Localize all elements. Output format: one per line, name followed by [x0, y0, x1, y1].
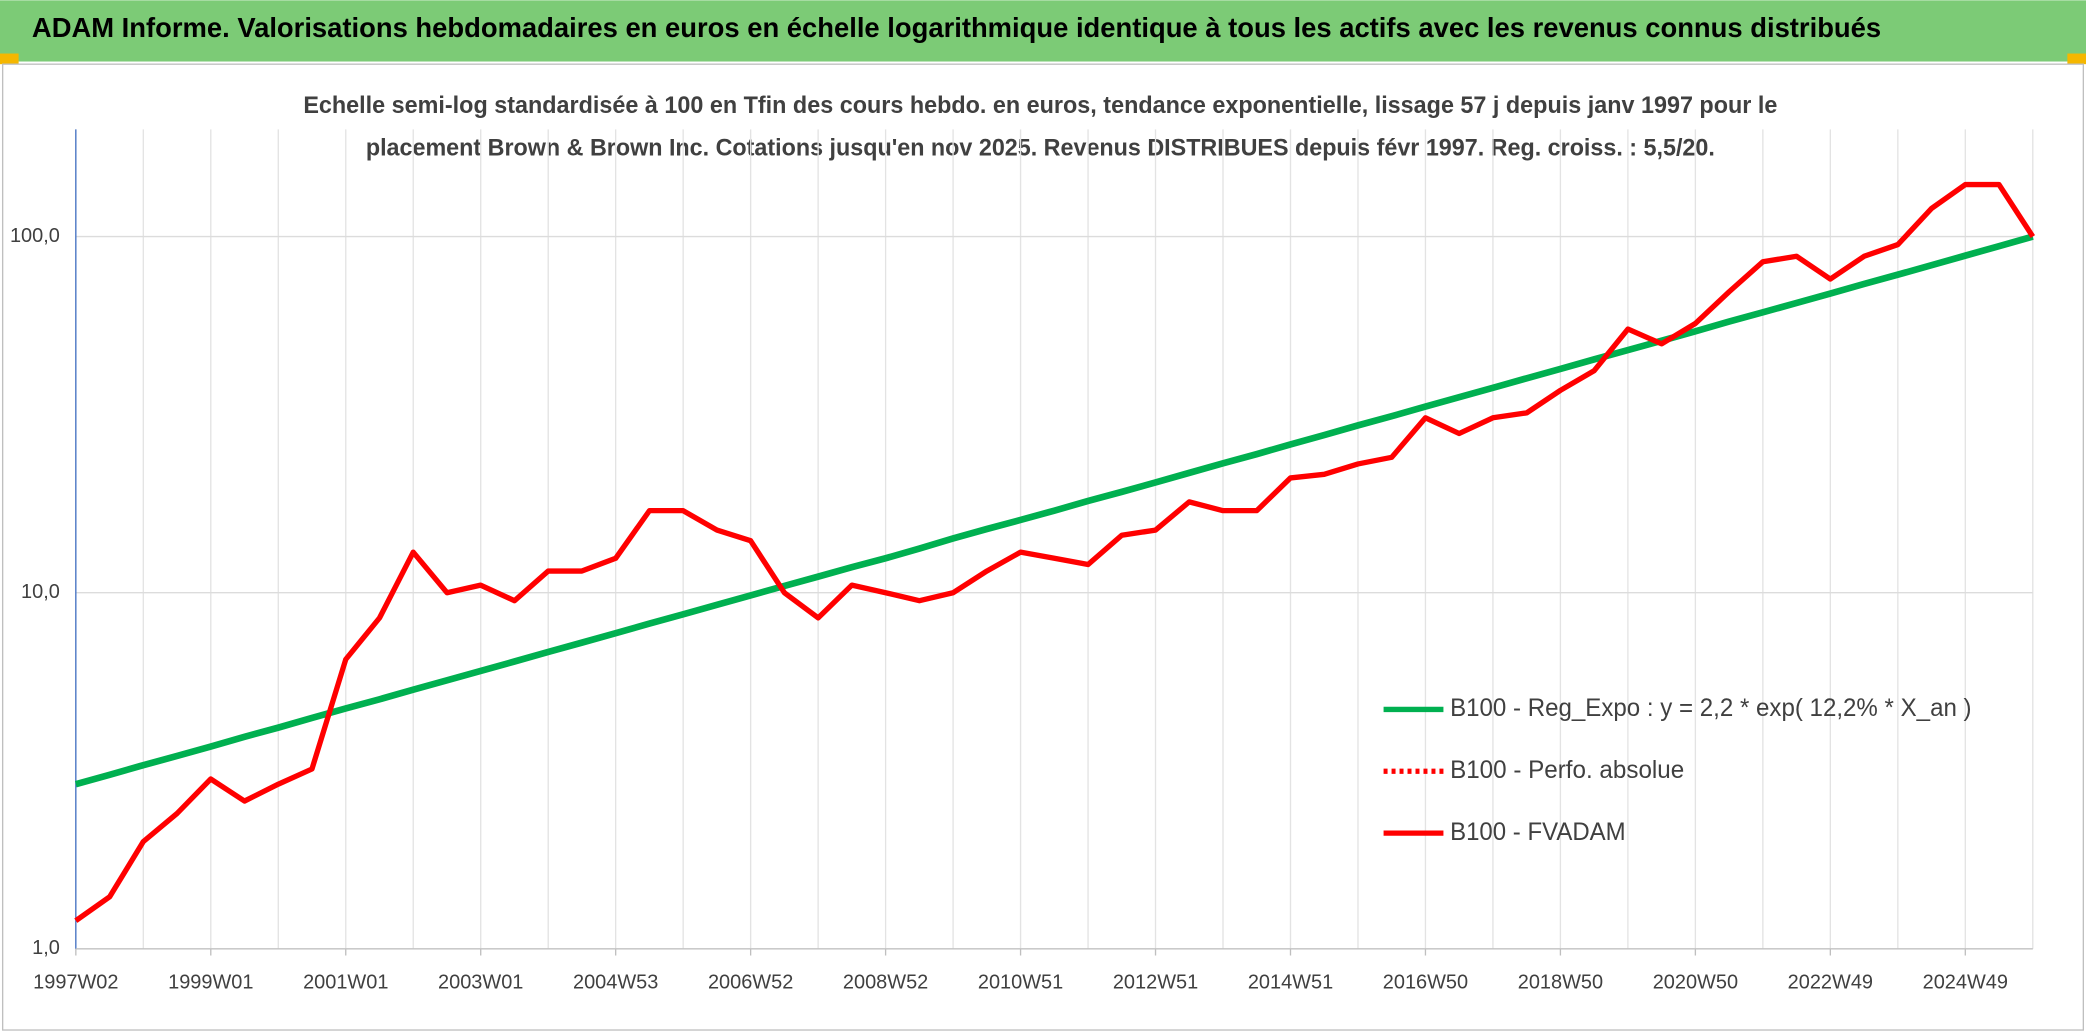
x-tick-label: 2016W50: [1383, 972, 1468, 994]
x-tick-label: 2010W51: [978, 972, 1063, 994]
x-tick-label: 2014W51: [1248, 972, 1333, 994]
chart-frame: [1, 63, 2085, 1031]
x-tick-label: 2024W49: [1923, 972, 2008, 994]
y-tick-label: 10,0: [21, 581, 60, 603]
corner: [2067, 53, 2086, 65]
x-tick-label: 2003W01: [438, 972, 523, 994]
chart-subtitle: placement Brown & Brown Inc. Cotations j…: [366, 135, 1715, 162]
x-tick-label: 2012W51: [1113, 972, 1198, 994]
corner: [0, 53, 19, 65]
header-bar: [0, 0, 2086, 62]
legend-label: B100 - Perfo. absolue: [1450, 756, 1684, 784]
x-tick-label: 2022W49: [1788, 972, 1873, 994]
series-line: [74, 233, 2034, 788]
y-tick-label: 1,0: [32, 937, 60, 959]
x-tick-label: 2006W52: [708, 972, 793, 994]
series-line: [74, 181, 2036, 923]
chart-subtitle: Echelle semi-log standardisée à 100 en T…: [303, 92, 1777, 119]
x-tick-label: 2020W50: [1653, 972, 1738, 994]
y-tick-label: 100,0: [10, 225, 60, 247]
x-tick-label: 2004W53: [573, 972, 658, 994]
x-tick-label: 2001W01: [303, 972, 388, 994]
legend-label: B100 - FVADAM: [1450, 818, 1626, 846]
legend-label: B100 - Reg_Expo : y = 2,2 * exp( 12,2% *…: [1450, 694, 1972, 722]
x-tick-label: 2008W52: [843, 972, 928, 994]
x-tick-label: 2018W50: [1518, 972, 1603, 994]
header-title: ADAM Informe. Valorisations hebdomadaire…: [32, 12, 1881, 43]
x-tick-label: 1999W01: [168, 972, 253, 994]
x-tick-label: 1997W02: [33, 972, 118, 994]
